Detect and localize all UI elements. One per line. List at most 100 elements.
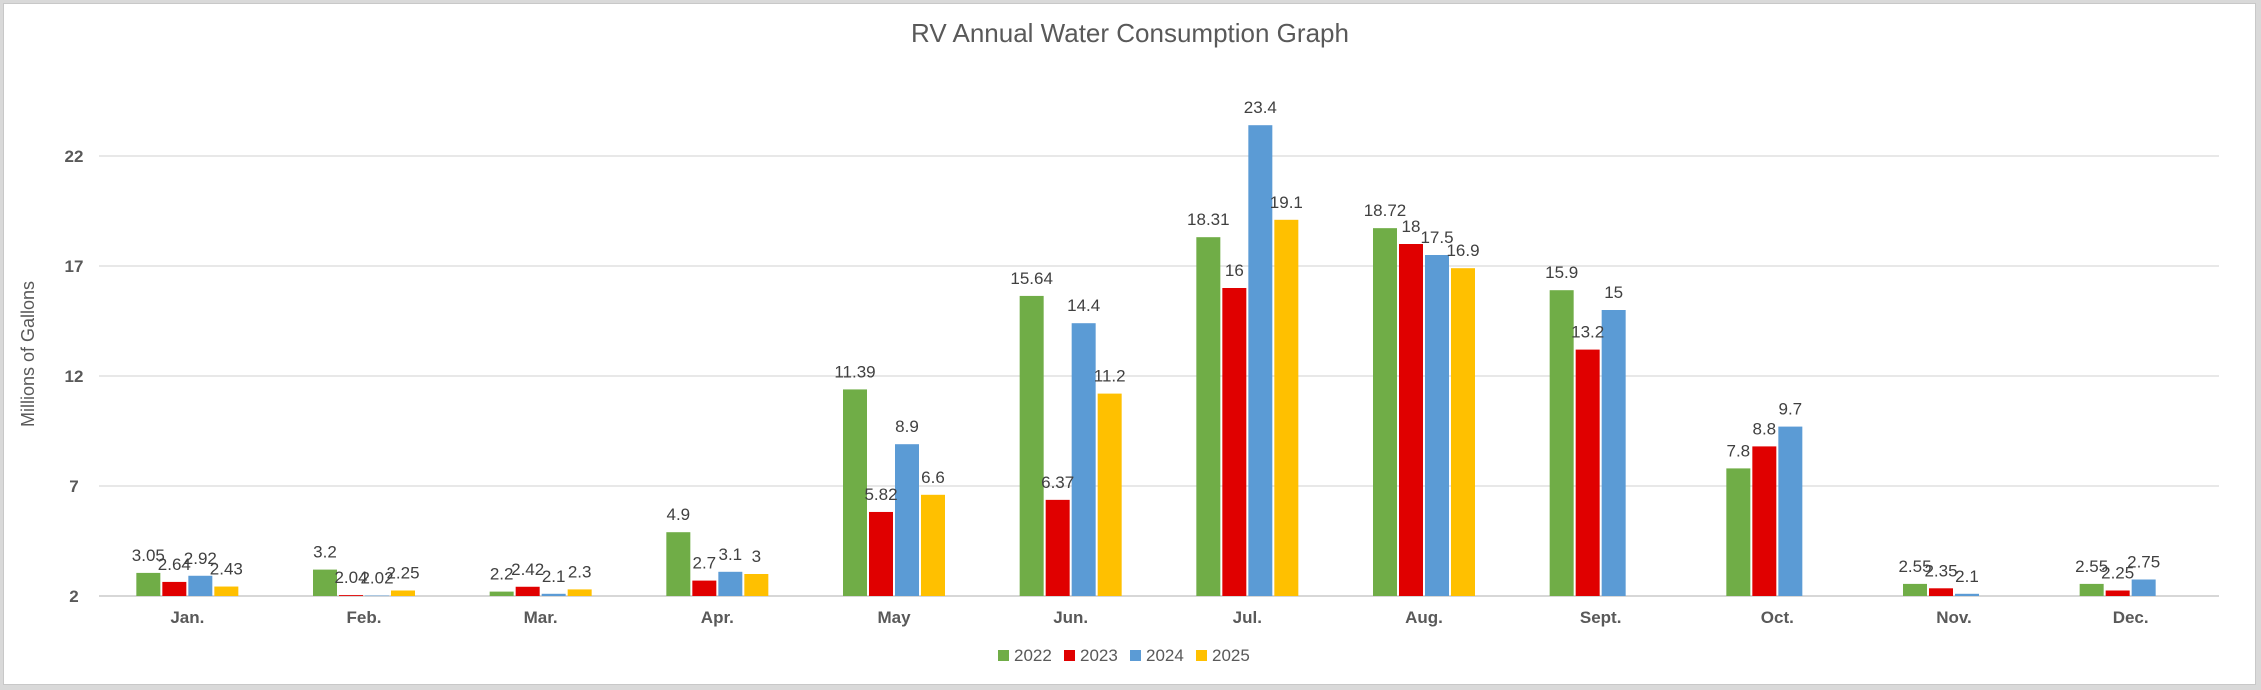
bar-2025-jul bbox=[1274, 219, 1299, 597]
y-axis-label: Millions of Gallons bbox=[18, 281, 38, 427]
data-label: 16.9 bbox=[1446, 241, 1479, 260]
x-category-label: Jul. bbox=[1233, 608, 1262, 627]
data-label: 18 bbox=[1402, 217, 1421, 236]
bar-2023-dec bbox=[2105, 590, 2130, 596]
chart-frame: RV Annual Water Consumption Graph Millio… bbox=[3, 3, 2256, 685]
bar-2024-jun bbox=[1071, 323, 1096, 596]
bar-2024-mar bbox=[541, 593, 566, 596]
bar-2023-feb bbox=[339, 595, 363, 596]
data-label: 2.64 bbox=[158, 555, 191, 574]
x-category-label: Dec. bbox=[2113, 608, 2149, 627]
gridlines bbox=[99, 155, 2219, 597]
data-label: 5.82 bbox=[864, 485, 897, 504]
data-label: 2.55 bbox=[1898, 557, 1931, 576]
data-label: 23.4 bbox=[1244, 98, 1277, 117]
bar-2022-jan bbox=[136, 572, 161, 596]
data-label: 3.05 bbox=[132, 546, 165, 565]
bar-2024-sept bbox=[1601, 310, 1626, 596]
x-category-label: Sept. bbox=[1580, 608, 1622, 627]
data-label: 11.2 bbox=[1094, 367, 1126, 386]
data-label: 2.55 bbox=[2075, 557, 2108, 576]
data-label: 4.9 bbox=[667, 505, 691, 524]
x-category-label: May bbox=[877, 608, 911, 627]
data-label: 2.35 bbox=[1924, 561, 1957, 580]
bar-2022-sept bbox=[1549, 290, 1574, 596]
bar-2022-feb bbox=[313, 569, 337, 596]
bar-2024-oct bbox=[1778, 426, 1803, 596]
data-label: 16 bbox=[1225, 261, 1244, 280]
bar-2025-apr bbox=[744, 574, 769, 596]
data-label: 6.6 bbox=[921, 468, 945, 487]
data-label: 3.2 bbox=[313, 543, 337, 562]
bar-2023-nov bbox=[1929, 588, 1953, 596]
legend-swatch-2025 bbox=[1196, 650, 1207, 661]
bar-2023-jun bbox=[1045, 499, 1070, 596]
bar-2025-aug bbox=[1451, 268, 1475, 596]
x-category-label: Feb. bbox=[347, 608, 382, 627]
legend-label-2024: 2024 bbox=[1146, 646, 1184, 665]
legend-label-2023: 2023 bbox=[1080, 646, 1118, 665]
data-label: 9.7 bbox=[1779, 400, 1803, 419]
data-label: 2.04 bbox=[334, 568, 367, 587]
bar-2025-mar bbox=[567, 589, 592, 596]
bar-2022-oct bbox=[1726, 468, 1751, 596]
data-label: 15.64 bbox=[1010, 269, 1053, 288]
data-labels: 3.052.642.922.433.22.042.022.25 2.22.422.… bbox=[132, 98, 2160, 587]
bar-2022-may bbox=[843, 389, 867, 596]
data-label: 2.2 bbox=[490, 565, 514, 584]
data-label: 11.39 bbox=[834, 362, 875, 381]
y-tick-label: 12 bbox=[65, 367, 84, 386]
legend: 2022 2023 2024 2025 bbox=[998, 646, 1250, 665]
bar-2024-apr bbox=[718, 571, 743, 596]
bar-chart: RV Annual Water Consumption Graph Millio… bbox=[18, 18, 2219, 665]
bar-2025-may bbox=[921, 494, 945, 596]
data-label: 2.1 bbox=[1955, 567, 1979, 586]
bar-2023-jan bbox=[162, 581, 187, 596]
x-category-label: Apr. bbox=[701, 608, 734, 627]
bar-2023-apr bbox=[692, 580, 717, 596]
x-category-label: Nov. bbox=[1936, 608, 1972, 627]
data-label: 2.02 bbox=[360, 569, 393, 588]
data-label: 14.4 bbox=[1067, 296, 1100, 315]
data-label: 19.1 bbox=[1270, 193, 1303, 212]
x-category-label: Oct. bbox=[1761, 608, 1794, 627]
x-axis-categories: Jan. Feb. Mar. Apr. May Jun. Jul. Aug. Sept. Oct.… bbox=[170, 608, 2148, 627]
bar-2022-nov bbox=[1903, 583, 1927, 596]
legend-label-2022: 2022 bbox=[1014, 646, 1052, 665]
legend-label-2025: 2025 bbox=[1212, 646, 1250, 665]
bar-2022-mar bbox=[489, 591, 514, 596]
y-tick-label: 2 bbox=[69, 587, 78, 606]
legend-swatch-2022 bbox=[998, 650, 1009, 661]
legend-swatch-2024 bbox=[1130, 650, 1141, 661]
bar-2023-may bbox=[869, 511, 893, 596]
bar-2023-mar bbox=[515, 586, 540, 596]
bar-2025-feb bbox=[391, 590, 415, 596]
bar-2024-dec bbox=[2131, 579, 2156, 596]
data-label: 2.92 bbox=[184, 549, 217, 568]
data-label: 2.42 bbox=[511, 560, 544, 579]
data-label: 2.7 bbox=[693, 554, 717, 573]
data-label: 18.31 bbox=[1187, 210, 1230, 229]
chart-title: RV Annual Water Consumption Graph bbox=[911, 18, 1349, 48]
data-label: 15 bbox=[1604, 283, 1623, 302]
bar-2025-jun bbox=[1097, 393, 1122, 596]
data-label: 8.8 bbox=[1753, 419, 1777, 438]
data-label: 2.75 bbox=[2127, 553, 2160, 572]
bar-2024-feb bbox=[365, 595, 389, 597]
bar-2023-oct bbox=[1752, 446, 1777, 596]
y-tick-label: 7 bbox=[69, 477, 78, 496]
bar-2022-jul bbox=[1196, 237, 1221, 596]
bar-2022-dec bbox=[2079, 583, 2104, 596]
data-label: 3 bbox=[752, 547, 761, 566]
bar-2024-jan bbox=[188, 575, 213, 596]
x-category-label: Mar. bbox=[524, 608, 558, 627]
bar-2023-jul bbox=[1222, 288, 1247, 596]
bar-2024-nov bbox=[1955, 593, 1979, 596]
y-tick-label: 17 bbox=[65, 257, 84, 276]
y-tick-label: 22 bbox=[65, 147, 84, 166]
bar-2023-sept bbox=[1575, 349, 1600, 596]
legend-swatch-2023 bbox=[1064, 650, 1075, 661]
bar-2024-aug bbox=[1425, 255, 1449, 596]
data-label: 2.3 bbox=[568, 562, 592, 581]
data-label: 8.9 bbox=[895, 417, 919, 436]
